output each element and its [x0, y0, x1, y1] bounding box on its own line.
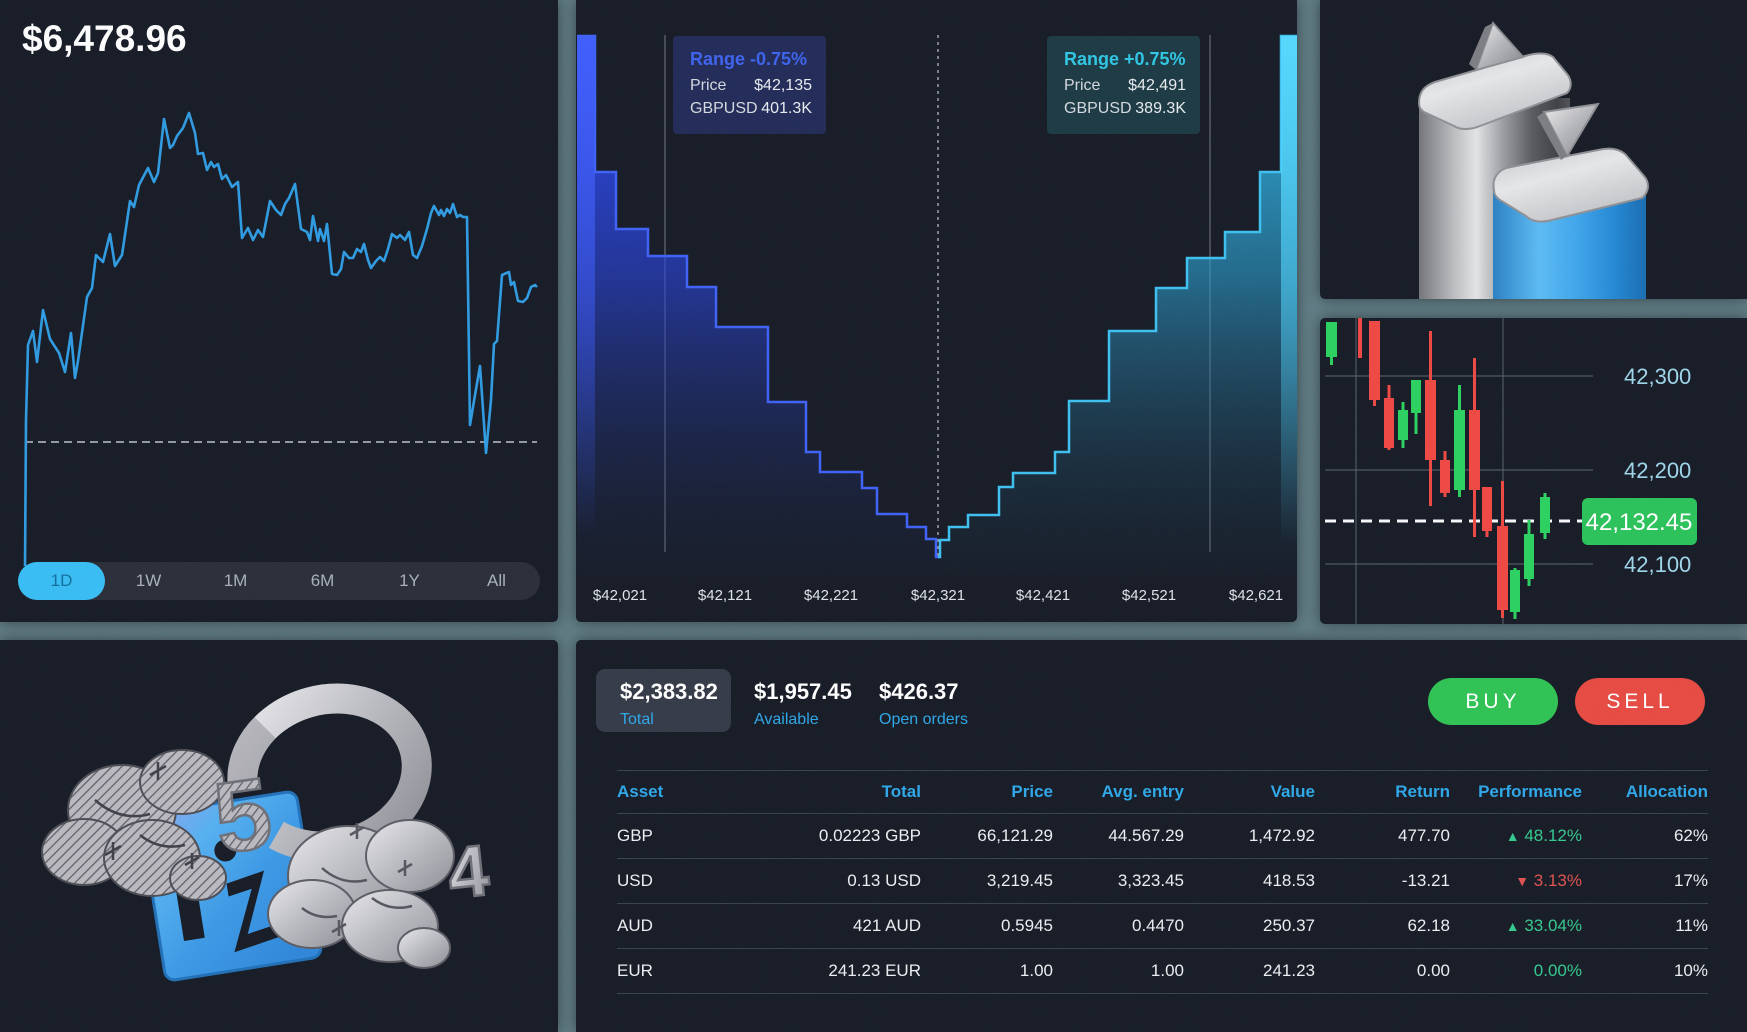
svg-text:4: 4 — [444, 831, 492, 915]
svg-text:42,200: 42,200 — [1624, 458, 1691, 483]
svg-text:42,132.45: 42,132.45 — [1586, 509, 1693, 536]
svg-text:42,100: 42,100 — [1624, 552, 1691, 577]
svg-text:42,300: 42,300 — [1624, 364, 1691, 389]
